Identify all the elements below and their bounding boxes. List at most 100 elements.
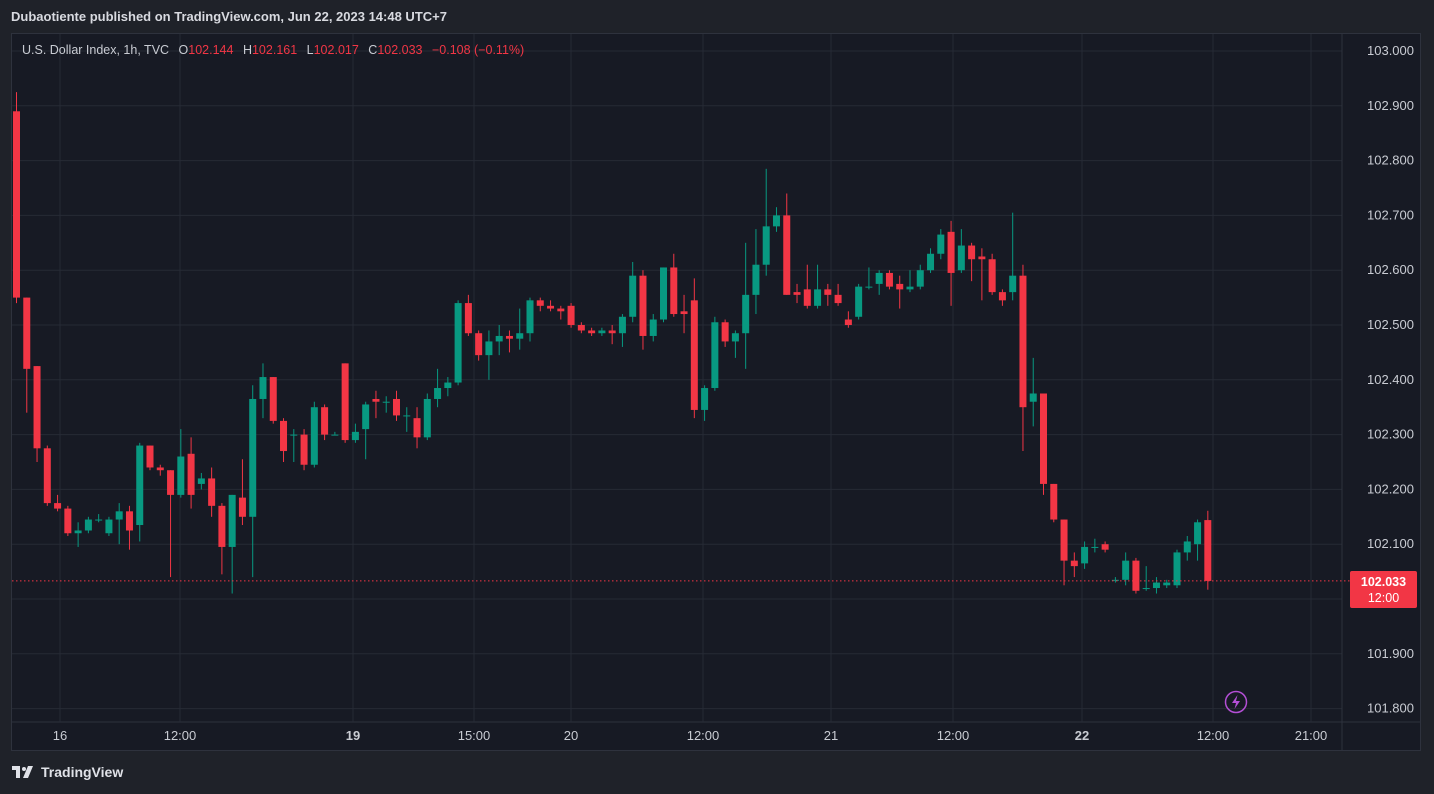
candle — [146, 445, 154, 471]
candle — [1009, 212, 1017, 301]
candle-body — [249, 398, 257, 517]
candle-body — [423, 398, 431, 438]
candle-body — [927, 253, 935, 271]
candle — [208, 467, 216, 517]
candle-body — [156, 467, 164, 471]
candle-body — [43, 448, 51, 504]
candle-body — [639, 275, 647, 336]
candle-body — [957, 245, 965, 271]
candle-body — [1152, 582, 1160, 589]
candle — [1081, 541, 1089, 569]
y-tick-label: 102.400 — [1367, 372, 1414, 387]
lightning-icon[interactable] — [1224, 690, 1248, 714]
candle-body — [218, 505, 226, 547]
candle-body — [259, 377, 267, 399]
candle — [341, 363, 349, 443]
candle-body — [547, 305, 555, 309]
candle-body — [536, 300, 544, 306]
candle-body — [916, 270, 924, 287]
x-tick-label: 21:00 — [1295, 728, 1328, 743]
candle-body — [865, 286, 873, 288]
x-tick-label: 21 — [824, 728, 838, 743]
candle-body — [1101, 544, 1109, 550]
y-tick-label: 102.100 — [1367, 536, 1414, 551]
candle — [495, 325, 503, 356]
candle-body — [1173, 552, 1181, 586]
candle-body — [752, 264, 760, 295]
candle-body — [855, 286, 863, 317]
candle-body — [670, 267, 678, 315]
candle-body — [1019, 275, 1027, 408]
candle-body — [629, 275, 637, 317]
candle — [218, 503, 226, 575]
candle — [824, 283, 832, 306]
x-tick-label: 20 — [564, 728, 578, 743]
candle-body — [54, 503, 62, 509]
candle — [670, 253, 678, 317]
candle-body — [95, 519, 103, 521]
last-price-value: 102.033 — [1360, 575, 1407, 589]
candle-body — [1040, 393, 1047, 484]
candle — [957, 229, 965, 273]
candle — [629, 261, 637, 323]
candle-body — [177, 456, 185, 495]
tradingview-wordmark: TradingView — [41, 764, 124, 780]
candle-body — [1204, 520, 1212, 581]
candle — [711, 316, 719, 391]
candle — [1173, 549, 1181, 589]
candle — [588, 327, 596, 336]
y-tick-label: 101.800 — [1367, 701, 1414, 716]
candle-body — [588, 330, 596, 334]
candle-body — [937, 234, 945, 254]
y-tick-label: 102.900 — [1367, 98, 1414, 113]
candle — [392, 390, 400, 421]
candle — [95, 514, 103, 523]
candle — [1101, 541, 1109, 553]
candle-body — [454, 303, 462, 383]
candle — [536, 297, 544, 312]
candle — [54, 494, 62, 512]
candle — [505, 330, 513, 353]
candle-body — [947, 231, 955, 273]
x-axis: 16 12:00 19 15:00 20 12:00 21 12:00 22 12:00 21:00 — [53, 728, 1328, 743]
candle-body — [701, 388, 709, 410]
y-tick-label: 102.600 — [1367, 262, 1414, 277]
chart-frame[interactable] — [11, 33, 1421, 751]
candle — [413, 407, 421, 449]
candle — [1060, 519, 1068, 586]
candle-body — [1142, 588, 1150, 590]
candle — [156, 464, 164, 476]
candle — [844, 311, 852, 328]
y-tick-label: 102.300 — [1367, 427, 1414, 442]
candle — [105, 516, 113, 536]
candle — [1111, 577, 1119, 583]
candle-body — [998, 292, 1006, 301]
candle-body — [33, 366, 41, 449]
candle — [680, 294, 688, 334]
candle — [1132, 557, 1140, 594]
candle — [547, 300, 555, 312]
candle-body — [300, 434, 308, 465]
candle — [1142, 566, 1150, 591]
close-label: C — [368, 43, 378, 57]
candle-body — [208, 478, 216, 506]
candle-body — [968, 245, 976, 260]
tradingview-logo[interactable]: TradingView — [11, 764, 123, 780]
candle — [608, 325, 616, 345]
y-tick-label: 102.500 — [1367, 317, 1414, 332]
candle-body — [475, 333, 483, 356]
candle — [577, 322, 585, 334]
candle-body — [608, 330, 616, 334]
candle — [187, 437, 195, 509]
candle — [947, 220, 955, 306]
candle — [351, 423, 359, 443]
candle-body — [238, 497, 246, 517]
candle — [855, 283, 863, 320]
candle — [567, 303, 575, 328]
x-tick-label: 19 — [346, 728, 360, 743]
candle — [783, 193, 791, 295]
candle — [618, 314, 626, 347]
candle-body — [803, 289, 811, 306]
candle — [23, 297, 31, 413]
